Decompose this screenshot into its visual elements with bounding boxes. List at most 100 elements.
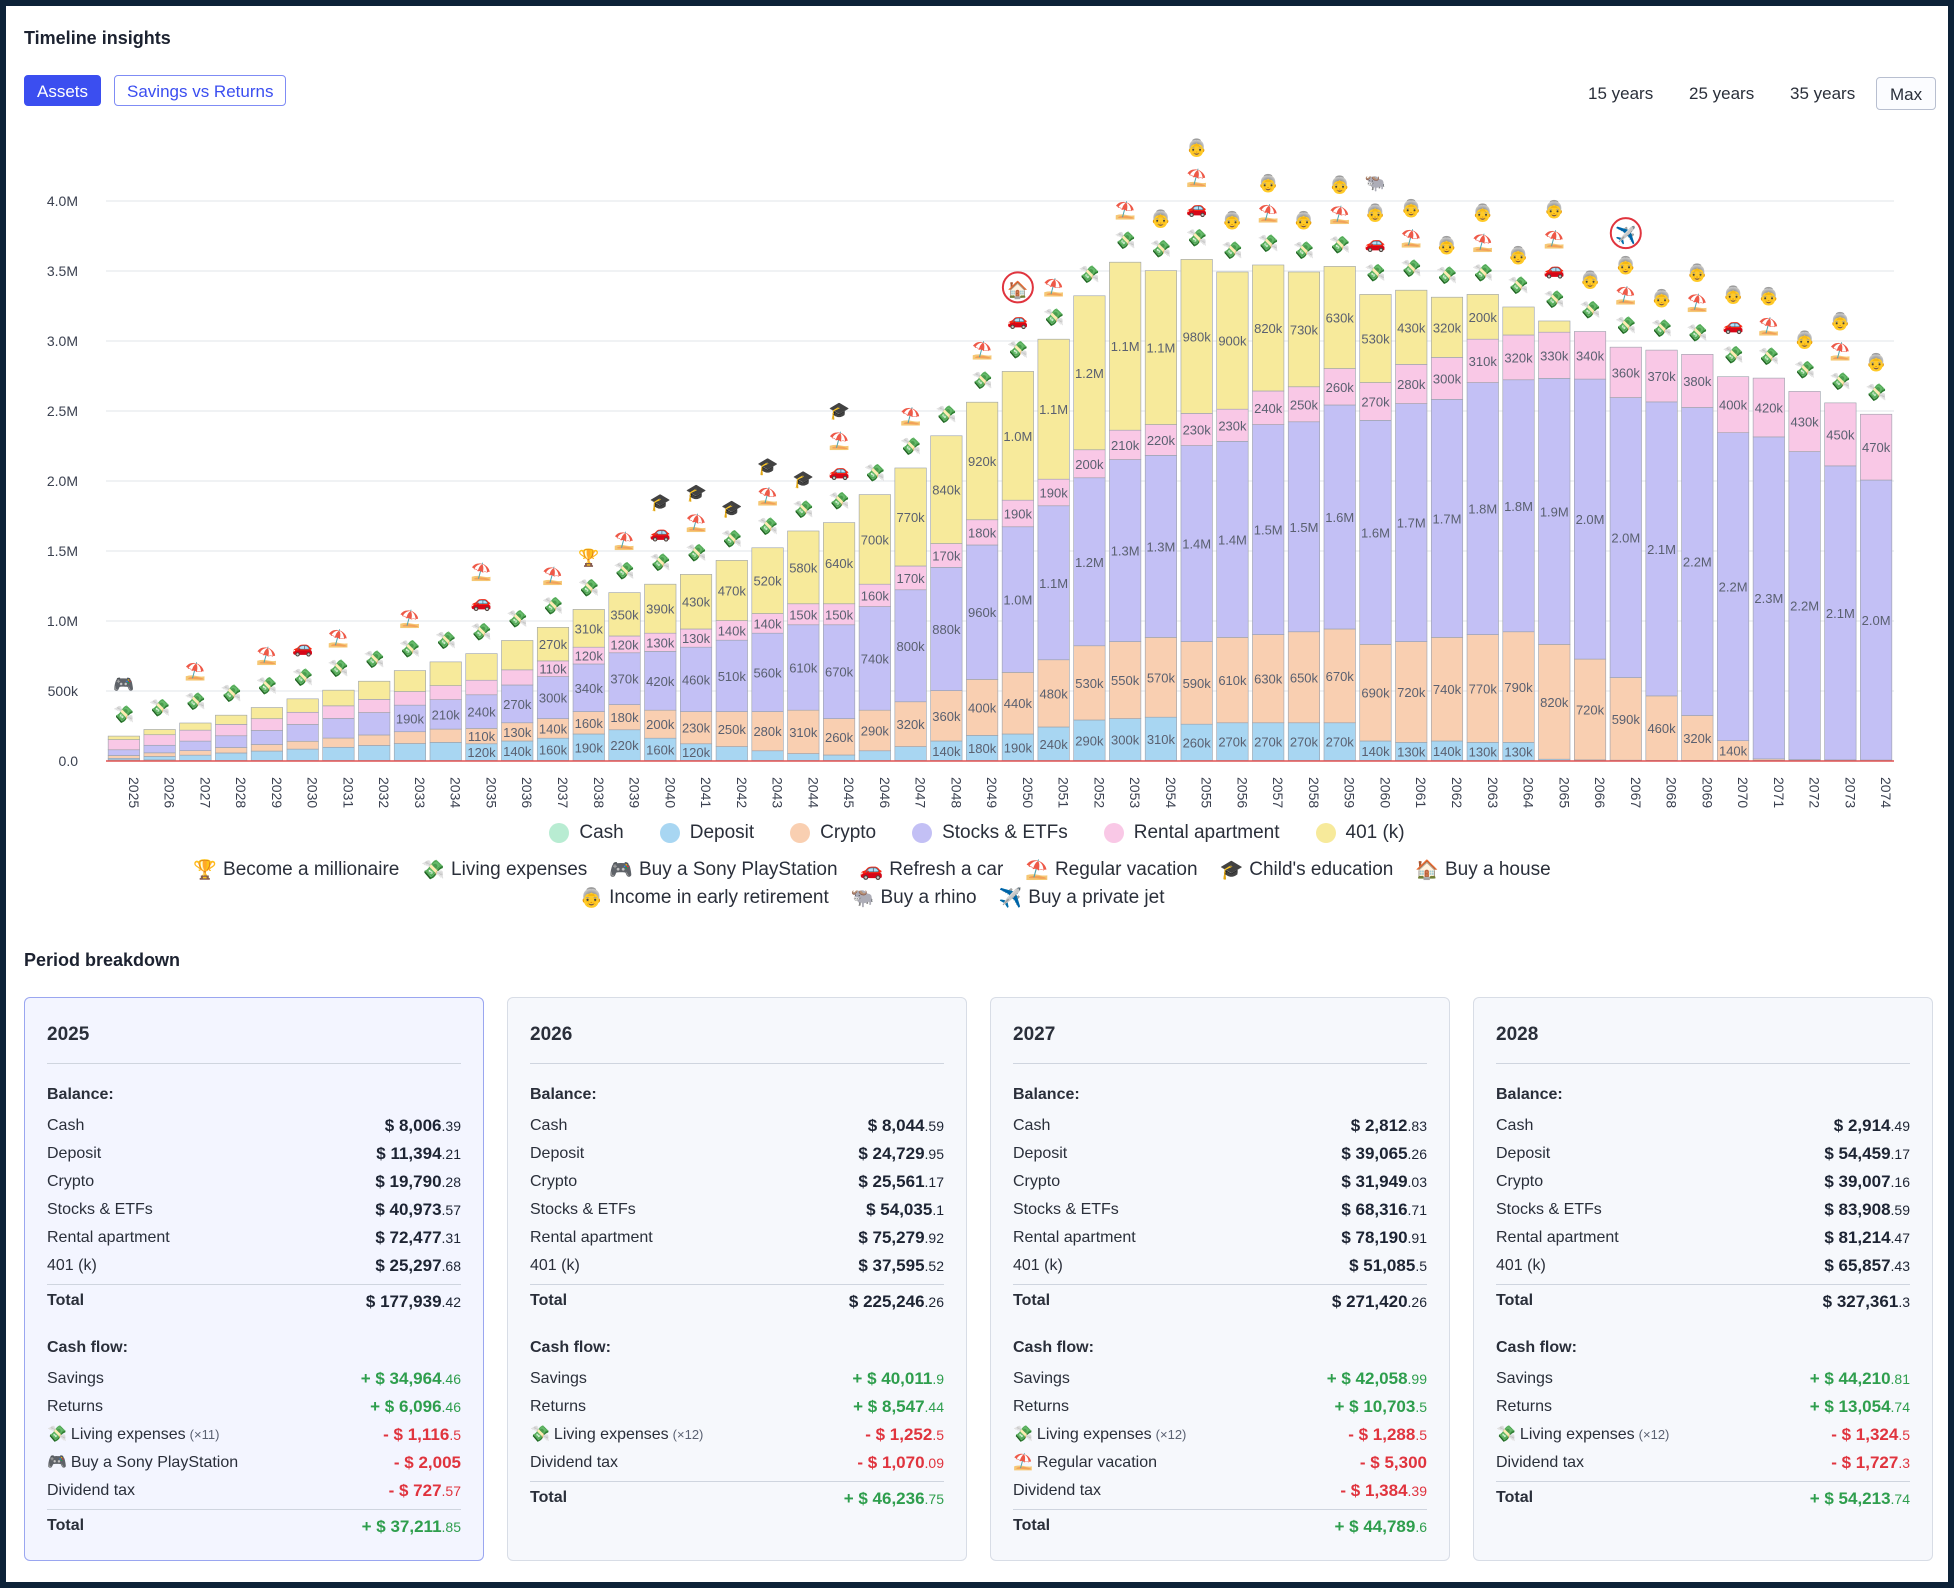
bar-segment[interactable] <box>215 752 248 761</box>
range-max[interactable]: Max <box>1876 77 1937 110</box>
retire-icon[interactable]: 👵 <box>1687 262 1708 282</box>
bar-segment[interactable] <box>644 709 677 739</box>
bar-segment[interactable] <box>1788 451 1821 760</box>
legend-item[interactable]: Rental apartment <box>1103 822 1280 844</box>
bar-segment[interactable] <box>1466 382 1499 635</box>
car-icon[interactable]: 🚗 <box>292 638 313 657</box>
bar-segment[interactable] <box>1252 264 1285 392</box>
beach-icon[interactable]: ⛱️ <box>542 565 563 585</box>
bar-segment[interactable] <box>1717 376 1750 433</box>
bar-segment[interactable] <box>1681 715 1714 761</box>
bar-segment[interactable] <box>1609 677 1642 761</box>
bar-segment[interactable] <box>143 734 176 746</box>
bar-segment[interactable] <box>1144 637 1177 718</box>
tab-savings-vs-returns[interactable]: Savings vs Returns <box>114 75 287 106</box>
retire-icon[interactable]: 👵 <box>1258 173 1279 193</box>
money-icon[interactable]: 💸 <box>936 405 957 424</box>
money-icon[interactable]: 💸 <box>364 650 385 669</box>
bar-segment[interactable] <box>572 733 605 761</box>
game-icon[interactable]: 🎮 <box>113 675 134 694</box>
beach-icon[interactable]: ⛱️ <box>185 661 206 681</box>
range-35-years[interactable]: 35 years <box>1790 84 1856 103</box>
money-icon[interactable]: 💸 <box>1579 300 1600 319</box>
bar-segment[interactable] <box>286 711 319 725</box>
bar-segment[interactable] <box>286 698 319 713</box>
money-icon[interactable]: 💸 <box>1544 290 1565 309</box>
bar-segment[interactable] <box>536 626 570 662</box>
bar-segment[interactable] <box>1216 441 1249 638</box>
money-icon[interactable]: 💸 <box>864 464 885 483</box>
car-icon[interactable]: 🚗 <box>1365 233 1386 252</box>
money-icon[interactable]: 💸 <box>1508 276 1529 295</box>
beach-icon[interactable]: ⛱️ <box>328 628 349 648</box>
bar-segment[interactable] <box>429 742 462 761</box>
grad-icon[interactable]: 🎓 <box>828 402 849 421</box>
period-card-2026[interactable]: 2026 Balance: Cash $ 8,044.59 Deposit $ 24,72… <box>507 997 967 1561</box>
period-card-2028[interactable]: 2028 Balance: Cash $ 2,914.49 Deposit $ 54,45… <box>1473 997 1933 1561</box>
bar-segment[interactable] <box>1359 294 1392 383</box>
bar-segment[interactable] <box>107 739 140 751</box>
period-card-2027[interactable]: 2027 Balance: Cash $ 2,812.83 Deposit $ 39,06… <box>990 997 1450 1561</box>
bar-segment[interactable] <box>1574 331 1607 380</box>
event-legend-item[interactable]: 🎮 Buy a Sony PlayStation <box>609 858 837 882</box>
bar-segment[interactable] <box>215 747 248 754</box>
bar-segment[interactable] <box>143 744 176 754</box>
bar-segment[interactable] <box>179 740 212 751</box>
money-icon[interactable]: 💸 <box>113 705 134 724</box>
beach-icon[interactable]: ⛱️ <box>685 512 706 532</box>
beach-icon[interactable]: ⛱️ <box>1544 229 1565 249</box>
event-legend-item[interactable]: 🚗 Refresh a car <box>860 858 1004 882</box>
bar-segment[interactable] <box>930 435 963 544</box>
bar-segment[interactable] <box>1502 334 1535 381</box>
bar-segment[interactable] <box>787 753 820 761</box>
bar-segment[interactable] <box>501 640 534 671</box>
money-icon[interactable]: 💸 <box>1722 346 1743 365</box>
bar-segment[interactable] <box>358 745 391 761</box>
money-icon[interactable]: 💸 <box>757 517 778 536</box>
money-icon[interactable]: 💸 <box>1651 319 1672 338</box>
bar-segment[interactable] <box>930 690 963 742</box>
bar-segment[interactable] <box>393 670 426 692</box>
money-icon[interactable]: 💸 <box>1365 263 1386 282</box>
money-icon[interactable]: 💸 <box>1866 383 1887 402</box>
bar-segment[interactable] <box>823 754 856 761</box>
bar-segment[interactable] <box>1037 505 1070 661</box>
bar-segment[interactable] <box>501 684 534 724</box>
bar-segment[interactable] <box>358 680 391 700</box>
bar-segment[interactable] <box>858 709 891 752</box>
bar-segment[interactable] <box>1109 641 1142 719</box>
period-card-2025[interactable]: 2025 Balance: Cash $ 8,006.39 Deposit $ 11,39… <box>24 997 484 1561</box>
beach-icon[interactable]: ⛱️ <box>1830 341 1851 361</box>
beach-icon[interactable]: ⛱️ <box>900 406 921 426</box>
bar-segment[interactable] <box>894 467 927 567</box>
legend-item[interactable]: 401 (k) <box>1315 822 1405 844</box>
bar-segment[interactable] <box>823 522 856 605</box>
bar-segment[interactable] <box>1359 644 1392 742</box>
bar-segment[interactable] <box>608 592 641 637</box>
retire-icon[interactable]: 👵 <box>1293 210 1314 230</box>
trophy-icon[interactable]: 🏆 <box>578 547 599 567</box>
bar-segment[interactable] <box>966 519 999 546</box>
beach-icon[interactable]: ⛱️ <box>972 340 993 360</box>
money-icon[interactable]: 💸 <box>578 578 599 597</box>
money-icon[interactable]: 💸 <box>650 553 671 572</box>
money-icon[interactable]: 💸 <box>185 692 206 711</box>
beach-icon[interactable]: ⛱️ <box>1115 200 1136 220</box>
bar-segment[interactable] <box>1216 637 1249 724</box>
bar-segment[interactable] <box>393 691 426 706</box>
grad-icon[interactable]: 🎓 <box>650 493 671 512</box>
bar-segment[interactable] <box>1001 672 1034 735</box>
bar-segment[interactable] <box>1073 477 1106 647</box>
bar-segment[interactable] <box>215 735 248 748</box>
bar-segment[interactable] <box>1645 349 1678 403</box>
money-icon[interactable]: 💸 <box>1258 234 1279 253</box>
beach-icon[interactable]: ⛱️ <box>399 609 420 629</box>
beach-icon[interactable]: ⛱️ <box>471 562 492 582</box>
bar-segment[interactable] <box>823 718 856 756</box>
beach-icon[interactable]: ⛱️ <box>1615 285 1636 305</box>
bar-segment[interactable] <box>536 676 570 719</box>
legend-item[interactable]: Cash <box>549 822 624 844</box>
money-icon[interactable]: 💸 <box>685 543 706 562</box>
bar-segment[interactable] <box>215 724 248 737</box>
money-icon[interactable]: 💸 <box>1687 323 1708 342</box>
